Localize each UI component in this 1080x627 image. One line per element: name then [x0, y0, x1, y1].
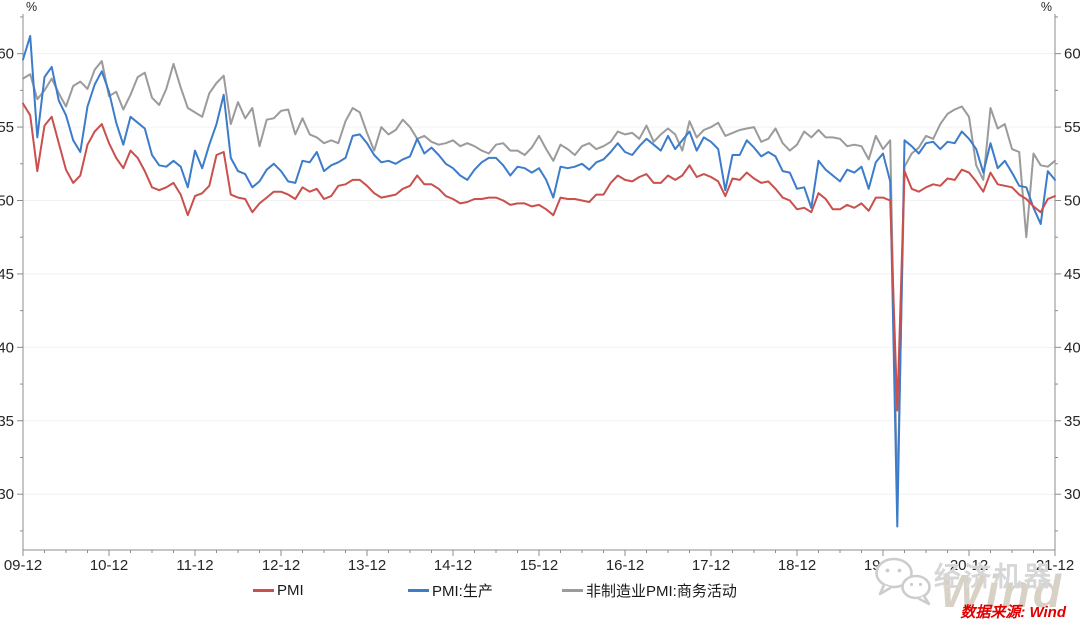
y-tick-label-right: 50 [1064, 192, 1080, 209]
legend-dash-icon [253, 588, 274, 592]
legend-dash-icon [562, 588, 583, 592]
legend-dash-icon [408, 588, 429, 592]
y-tick-label-left: 55 [0, 119, 14, 136]
y-tick-label-right: 35 [1064, 413, 1080, 430]
x-tick-label: 21-12 [1036, 557, 1074, 574]
y-unit-right: % [1041, 0, 1052, 14]
x-tick-label: 18-12 [778, 557, 816, 574]
y-tick-label-right: 30 [1064, 486, 1080, 503]
chart-legend: PMI PMI:生产 非制造业PMI:商务活动 [0, 580, 1080, 600]
y-tick-label-right: 60 [1064, 46, 1080, 63]
series-PMI [22, 102, 1056, 412]
series-非制造业PMI:商务活动 [22, 60, 1056, 502]
x-tick-label: 20-12 [950, 557, 988, 574]
legend-label: 非制造业PMI:商务活动 [586, 582, 737, 600]
y-tick-label-left: 35 [0, 413, 14, 430]
y-tick-label-left: 45 [0, 266, 14, 283]
x-tick-label: 09-12 [4, 557, 42, 574]
legend-item-1: PMI:生产 [408, 580, 493, 600]
y-tick-label-left: 60 [0, 46, 14, 63]
y-tick-label-right: 55 [1064, 119, 1080, 136]
legend-item-2: 非制造业PMI:商务活动 [562, 580, 737, 600]
x-tick-label: 16-12 [606, 557, 644, 574]
y-tick-label-right: 45 [1064, 266, 1080, 283]
x-tick-label: 11-12 [176, 557, 213, 574]
x-tick-label: 17-12 [692, 557, 730, 574]
legend-label: PMI [277, 581, 304, 599]
x-tick-label: 15-12 [520, 557, 558, 574]
y-tick-label-left: 50 [0, 192, 14, 209]
x-tick-label: 19-12 [864, 557, 902, 574]
x-tick-label: 13-12 [348, 557, 386, 574]
pmi-line-chart: 30 30 35 35 40 40 45 45 50 50 55 55 60 60 09-12 10-12 11… [0, 0, 1080, 574]
legend-item-0: PMI [253, 580, 304, 600]
x-tick-label: 10-12 [90, 557, 128, 574]
x-tick-label: 12-12 [262, 557, 300, 574]
legend-label: PMI:生产 [432, 582, 493, 600]
x-tick-label: 14-12 [434, 557, 472, 574]
y-unit-left: % [26, 0, 37, 14]
y-tick-label-left: 30 [0, 486, 14, 503]
y-tick-label-right: 40 [1064, 339, 1080, 356]
y-tick-label-left: 40 [0, 339, 14, 356]
data-source-label: 数据来源: Wind [960, 604, 1066, 621]
series-PMI:生产 [22, 35, 1056, 528]
